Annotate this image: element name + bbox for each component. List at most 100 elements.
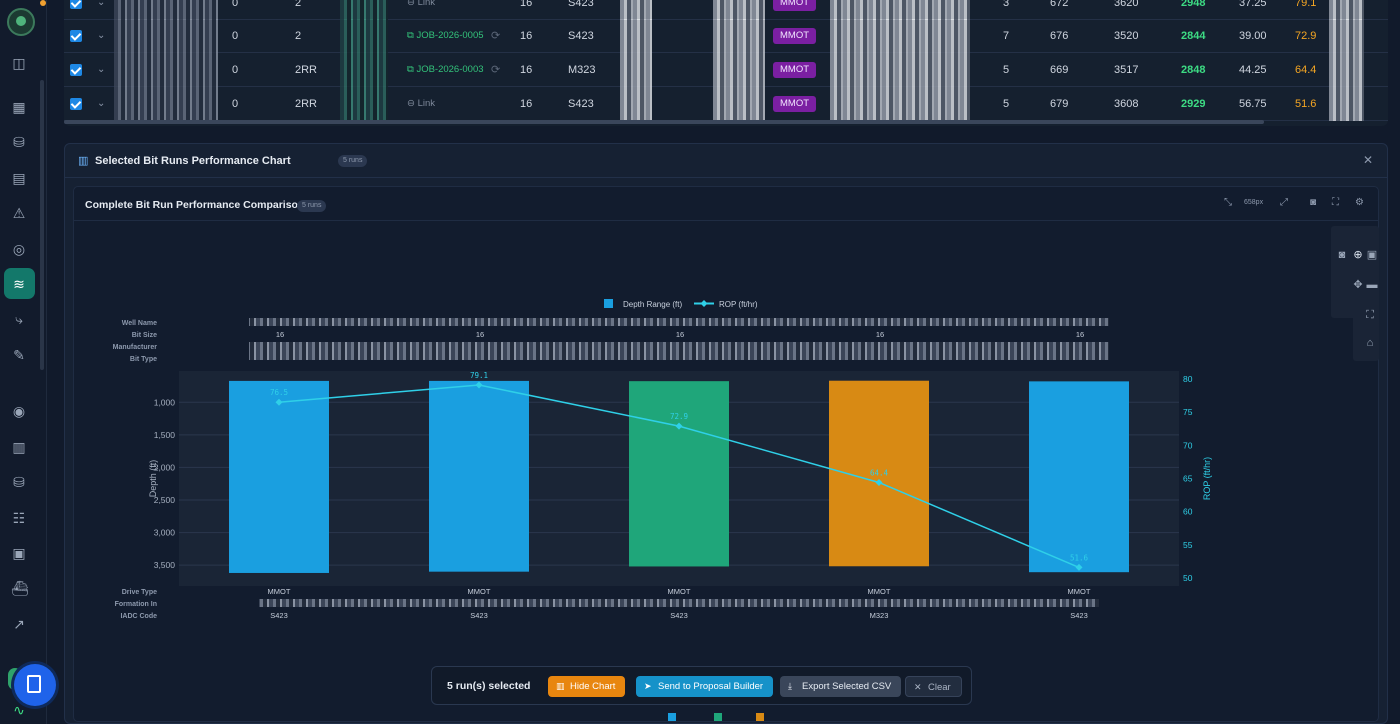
cell-c6: 79.1 xyxy=(1295,0,1317,9)
row-checkbox[interactable] xyxy=(70,98,82,110)
zoom-in-icon[interactable]: ▣ xyxy=(1366,249,1378,261)
download-plot-camera-icon[interactable]: ◙ xyxy=(1338,249,1346,261)
reset-axes-home-icon[interactable]: ⌂ xyxy=(1366,337,1374,349)
cell-a: 0 xyxy=(232,30,239,42)
alert-icon[interactable]: ⚠ xyxy=(12,205,26,221)
database-icon[interactable]: ⛁ xyxy=(13,134,25,150)
hide-chart-button[interactable]: ▥ Hide Chart xyxy=(548,676,626,697)
cell-bit-size: 16 xyxy=(520,98,533,110)
cell-c3: 3520 xyxy=(1114,30,1139,42)
redacted-field xyxy=(1329,0,1364,20)
export-csv-button[interactable]: ⤓ Export Selected CSV xyxy=(780,676,902,697)
plot-modebar: ◙ ⊕ ▣ ✥ ▬ ⛶ ⌂ xyxy=(1331,226,1379,361)
calculator-fab-button[interactable] xyxy=(14,664,56,706)
row-expand-chevron-icon[interactable]: ⌄ xyxy=(97,98,106,109)
rop-point xyxy=(875,478,883,486)
table-row[interactable]: ⌄ 0 2 ⧉ JOB-2026-0005 ⟳ 16 S423 MMOT 7 676 3520 284… xyxy=(64,19,1388,53)
drive-type-badge: MMOT xyxy=(773,96,817,112)
cell-c6: 64.4 xyxy=(1295,64,1317,76)
row-expand-chevron-icon[interactable]: ⌄ xyxy=(97,0,106,8)
y2-tick-label: 75 xyxy=(1183,407,1193,417)
drive-type-badge: MMOT xyxy=(773,28,817,44)
target-icon[interactable]: ◉ xyxy=(12,403,26,419)
redacted-field xyxy=(620,53,652,87)
bar-chart-icon[interactable]: ▥ xyxy=(12,439,26,455)
row-expand-chevron-icon[interactable]: ⌄ xyxy=(97,30,106,41)
send-label: Send to Proposal Builder xyxy=(658,681,764,692)
job-link[interactable]: ⊖ Link xyxy=(407,0,435,20)
zoom-out-icon[interactable]: ▬ xyxy=(1366,279,1378,291)
job-link[interactable]: ⧉ JOB-2026-0005 xyxy=(407,19,484,53)
row-checkbox[interactable] xyxy=(70,64,82,76)
link-icon: ⧉ xyxy=(407,30,417,41)
fit-icon[interactable]: ⛶ xyxy=(1332,197,1339,208)
collapse-icon[interactable]: ⤡ xyxy=(1224,197,1232,208)
redacted-field xyxy=(830,0,970,20)
row-checkbox[interactable] xyxy=(70,30,82,42)
dashboard-icon[interactable]: ▦ xyxy=(12,99,26,115)
wrench-icon[interactable]: ✎ xyxy=(13,347,25,363)
download-icon: ⤓ xyxy=(788,681,792,691)
zoom-icon[interactable]: ⊕ xyxy=(1353,249,1363,261)
route-icon[interactable]: ⤷ xyxy=(15,311,23,327)
expand-icon[interactable]: ⤢ xyxy=(1280,197,1288,208)
ship-icon[interactable]: ⛴ xyxy=(11,580,29,596)
activity-icon[interactable]: ∿ xyxy=(13,702,25,718)
rop-point xyxy=(675,422,683,430)
clear-label: Clear xyxy=(928,682,951,693)
row-expand-chevron-icon[interactable]: ⌄ xyxy=(97,64,106,75)
cell-b: 2 xyxy=(295,30,302,42)
sync-icon[interactable]: ⟳ xyxy=(491,64,501,76)
table-horizontal-scrollbar[interactable] xyxy=(64,120,1264,124)
panel-title: Selected Bit Runs Performance Chart xyxy=(95,155,291,167)
job-link[interactable]: ⧉ JOB-2026-0003 xyxy=(407,53,484,87)
y2-tick-label: 60 xyxy=(1183,507,1193,517)
send-to-proposal-button[interactable]: ➤ Send to Proposal Builder xyxy=(636,676,774,697)
y-tick-label: 2,500 xyxy=(154,495,176,505)
sidebar-scrollbar[interactable] xyxy=(40,80,44,370)
y-tick-label: 1,000 xyxy=(154,397,176,407)
row-checkbox[interactable] xyxy=(70,0,82,9)
depth-bar xyxy=(229,380,329,573)
bit-size-label: 16 xyxy=(476,330,484,339)
trending-icon[interactable]: ↗ xyxy=(13,616,25,632)
close-panel-button[interactable]: ✕ xyxy=(1362,153,1373,167)
cell-a: 0 xyxy=(232,64,239,76)
collapse-icon[interactable]: ◫ xyxy=(12,55,26,71)
cell-c2: 672 xyxy=(1050,0,1069,9)
layers-icon[interactable]: ≋ xyxy=(13,276,25,292)
bit-runs-table: ⌄ 0 2 ⊖ Link 16 S423 MMOT 3 672 3620 2948 37.25 79.1… xyxy=(64,0,1388,126)
users-icon[interactable]: ☷ xyxy=(12,510,26,526)
chart-card: Complete Bit Run Performance Comparison … xyxy=(73,186,1379,722)
table-row[interactable]: ⌄ 0 2RR ⧉ JOB-2026-0003 ⟳ 16 M323 MMOT 5 669 3517 2… xyxy=(64,53,1388,87)
check-circle-icon[interactable]: ◎ xyxy=(12,241,26,257)
sync-icon[interactable]: ⟳ xyxy=(491,30,501,42)
cell-b: 2 xyxy=(295,0,302,9)
table-icon[interactable]: ▤ xyxy=(12,170,26,186)
y2-tick-label: 50 xyxy=(1183,573,1193,583)
depth-bar xyxy=(1029,381,1129,573)
company-logo[interactable] xyxy=(7,8,35,36)
hide-chart-label: Hide Chart xyxy=(570,681,616,692)
header-row-label: Bit Size xyxy=(132,332,157,339)
rop-point xyxy=(275,398,283,406)
table-row[interactable]: ⌄ 0 2 ⊖ Link 16 S423 MMOT 3 672 3620 2948 37.25 79.1 xyxy=(64,0,1388,20)
cell-c5: 37.25 xyxy=(1239,0,1267,9)
camera-icon[interactable]: ◙ xyxy=(1310,197,1317,208)
link-icon: ⊖ xyxy=(407,0,418,8)
iadc-code-label: S423 xyxy=(670,611,688,620)
briefcase-icon[interactable]: ▣ xyxy=(12,545,26,561)
performance-chart: 1,000 1,500 2,000 2,500 3,000 3,500 80 75 70 65 60… xyxy=(113,299,1212,620)
y2-tick-label: 55 xyxy=(1183,540,1193,550)
database-icon[interactable]: ⛁ xyxy=(13,474,25,490)
redacted-well-name xyxy=(114,0,218,20)
table-row[interactable]: ⌄ 0 2RR ⊖ Link 16 S423 MMOT 5 679 3608 2929 56.75 51… xyxy=(64,87,1388,121)
job-link[interactable]: ⊖ Link xyxy=(407,87,435,121)
settings-gear-icon[interactable]: ⚙ xyxy=(1355,197,1364,208)
y-tick-label: 2,000 xyxy=(154,462,176,472)
clear-button[interactable]: ✕ Clear xyxy=(905,676,962,697)
cell-c2: 676 xyxy=(1050,30,1069,42)
autoscale-icon[interactable]: ⛶ xyxy=(1366,309,1374,321)
pan-icon[interactable]: ✥ xyxy=(1353,279,1363,291)
cell-c1: 5 xyxy=(1003,98,1010,110)
